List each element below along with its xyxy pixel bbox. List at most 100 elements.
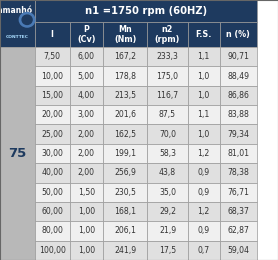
- Bar: [220, 105, 257, 125]
- Text: 100,00: 100,00: [39, 246, 66, 255]
- Text: 241,9: 241,9: [114, 246, 136, 255]
- Text: 1,00: 1,00: [78, 207, 95, 216]
- Bar: [103, 22, 147, 47]
- Text: 78,38: 78,38: [227, 168, 249, 177]
- Bar: [70, 105, 103, 125]
- Bar: [188, 22, 220, 47]
- Bar: [0, 47, 35, 260]
- Bar: [103, 86, 147, 105]
- Text: 68,37: 68,37: [227, 207, 249, 216]
- Bar: [147, 105, 188, 125]
- Bar: [220, 202, 257, 221]
- Bar: [147, 22, 188, 47]
- Bar: [103, 125, 147, 144]
- Bar: [188, 47, 220, 66]
- Bar: [35, 241, 70, 260]
- Bar: [35, 163, 70, 183]
- Bar: [188, 105, 220, 125]
- Text: 0,9: 0,9: [198, 226, 210, 236]
- Text: 2,00: 2,00: [78, 149, 95, 158]
- Text: 76,71: 76,71: [227, 188, 249, 197]
- Bar: [70, 86, 103, 105]
- Bar: [35, 221, 70, 241]
- Bar: [188, 241, 220, 260]
- Bar: [35, 0, 257, 22]
- Text: CONTTEC: CONTTEC: [6, 35, 29, 39]
- Bar: [147, 86, 188, 105]
- Bar: [188, 163, 220, 183]
- Bar: [70, 241, 103, 260]
- Text: 3,00: 3,00: [78, 110, 95, 119]
- Text: 4,00: 4,00: [78, 91, 95, 100]
- Text: 21,9: 21,9: [159, 226, 176, 236]
- Text: 60,00: 60,00: [41, 207, 63, 216]
- Bar: [70, 221, 103, 241]
- Text: 168,1: 168,1: [114, 207, 136, 216]
- Text: 116,7: 116,7: [157, 91, 178, 100]
- Bar: [220, 183, 257, 202]
- Text: 162,5: 162,5: [114, 130, 136, 139]
- Bar: [70, 183, 103, 202]
- Bar: [103, 105, 147, 125]
- Text: n1 =1750 rpm (60HZ): n1 =1750 rpm (60HZ): [85, 6, 207, 16]
- Text: F.S.: F.S.: [195, 30, 212, 39]
- Bar: [103, 66, 147, 86]
- Bar: [0, 0, 35, 47]
- Text: n (%): n (%): [227, 30, 250, 39]
- Circle shape: [19, 12, 35, 27]
- Bar: [35, 183, 70, 202]
- Bar: [220, 163, 257, 183]
- Bar: [103, 221, 147, 241]
- Text: 17,5: 17,5: [159, 246, 176, 255]
- Bar: [188, 144, 220, 163]
- Bar: [35, 105, 70, 125]
- Bar: [147, 202, 188, 221]
- Bar: [188, 221, 220, 241]
- Text: 1,50: 1,50: [78, 188, 95, 197]
- Text: 201,6: 201,6: [114, 110, 136, 119]
- Text: 80,00: 80,00: [41, 226, 63, 236]
- Bar: [188, 183, 220, 202]
- Text: 1,0: 1,0: [197, 130, 210, 139]
- Bar: [103, 144, 147, 163]
- Text: 58,3: 58,3: [159, 149, 176, 158]
- Bar: [188, 202, 220, 221]
- Text: 7,50: 7,50: [44, 52, 61, 61]
- Text: 30,00: 30,00: [41, 149, 63, 158]
- Text: 5,00: 5,00: [78, 72, 95, 81]
- Bar: [35, 47, 70, 66]
- Text: 79,34: 79,34: [227, 130, 249, 139]
- Bar: [147, 125, 188, 144]
- Bar: [188, 125, 220, 144]
- Text: 0,9: 0,9: [198, 168, 210, 177]
- Text: 75: 75: [8, 147, 26, 160]
- Text: 86,86: 86,86: [227, 91, 249, 100]
- Text: 10,00: 10,00: [41, 72, 63, 81]
- Text: 43,8: 43,8: [159, 168, 176, 177]
- Text: 206,1: 206,1: [114, 226, 136, 236]
- Bar: [70, 47, 103, 66]
- Bar: [35, 86, 70, 105]
- Bar: [220, 66, 257, 86]
- Text: 0,9: 0,9: [198, 188, 210, 197]
- Text: 70,0: 70,0: [159, 130, 176, 139]
- Text: 90,71: 90,71: [227, 52, 249, 61]
- Text: Tamanhó: Tamanhó: [0, 6, 33, 15]
- Bar: [70, 144, 103, 163]
- Text: 1,2: 1,2: [197, 149, 210, 158]
- Text: 1,1: 1,1: [197, 110, 210, 119]
- Bar: [70, 125, 103, 144]
- Text: I: I: [51, 30, 54, 39]
- Text: 1,00: 1,00: [78, 226, 95, 236]
- Text: 1,0: 1,0: [197, 91, 210, 100]
- Text: 167,2: 167,2: [114, 52, 136, 61]
- Bar: [103, 47, 147, 66]
- Bar: [35, 66, 70, 86]
- Text: 0,7: 0,7: [198, 246, 210, 255]
- Text: 40,00: 40,00: [41, 168, 63, 177]
- Bar: [70, 163, 103, 183]
- Bar: [220, 86, 257, 105]
- Text: Mn
(Nm): Mn (Nm): [114, 25, 136, 44]
- Bar: [70, 202, 103, 221]
- Text: 1,00: 1,00: [78, 246, 95, 255]
